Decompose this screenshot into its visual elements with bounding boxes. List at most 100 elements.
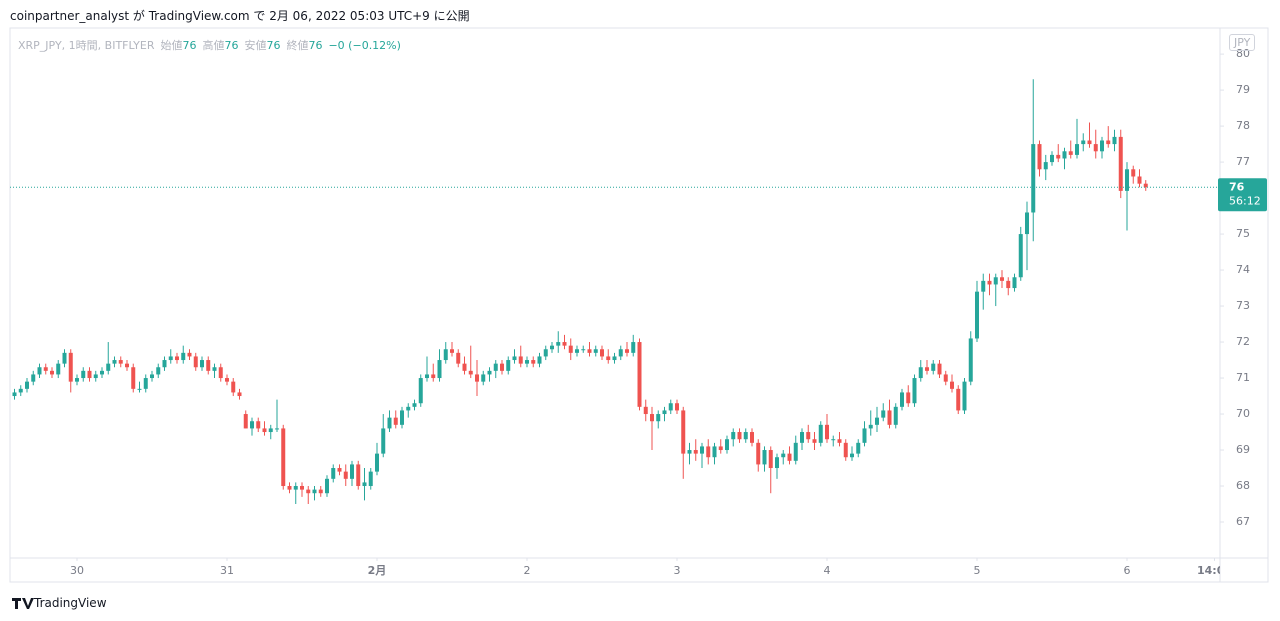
axes: 676869707172737475767778798030312月234561… [70, 47, 1267, 577]
candle-body [431, 374, 436, 379]
candle-body [275, 428, 279, 430]
candle-body [312, 489, 317, 494]
candle-body [556, 342, 561, 346]
candle-body [693, 450, 698, 454]
candle-body [293, 486, 298, 490]
candle-body [493, 363, 498, 371]
candle-body [1137, 176, 1142, 184]
candle-body [456, 352, 461, 364]
candle-body [93, 374, 98, 379]
candle-body [1106, 140, 1111, 145]
candle-body [281, 428, 286, 487]
candle-body [887, 410, 892, 425]
candle-body [243, 414, 248, 429]
candle-body [681, 410, 686, 454]
candle-body [925, 367, 929, 371]
candle-body [1118, 136, 1123, 191]
candle-body [50, 370, 54, 375]
candle-body [1012, 277, 1017, 289]
candle-body [731, 432, 736, 440]
candle-body [818, 424, 823, 443]
candle-body [112, 360, 117, 364]
candle-body [412, 403, 417, 407]
candle-body [343, 471, 348, 479]
candle-body [450, 349, 454, 353]
y-tick-label: 67 [1236, 515, 1250, 528]
candle-body [531, 360, 536, 364]
candle-body [393, 417, 398, 425]
candle-body [893, 406, 898, 425]
candle-body [168, 356, 173, 361]
candle-body [150, 374, 154, 379]
candle-body [1112, 136, 1117, 145]
candle-body [900, 392, 904, 407]
candle-body [425, 374, 429, 379]
candle-body [318, 489, 323, 494]
legend-change: −0 (−0.12%) [328, 39, 401, 52]
candle-body [781, 453, 786, 458]
candle-body [12, 392, 17, 397]
candle-body [175, 356, 179, 361]
y-tick-label: 78 [1236, 119, 1250, 132]
candle-body [831, 439, 836, 441]
candle-body [956, 388, 961, 411]
candle-body [518, 356, 523, 364]
candle-body [743, 432, 748, 440]
brand: TradingView [34, 596, 107, 610]
candle-body [143, 378, 148, 389]
candle-body [562, 342, 567, 346]
candle-body [662, 410, 667, 415]
candle-body [612, 356, 617, 361]
candle-body [206, 360, 211, 371]
candle-body [225, 378, 229, 382]
candle-body [300, 486, 304, 490]
candle-body [687, 450, 692, 454]
candle-body [131, 367, 136, 389]
candle-body [462, 363, 467, 371]
candle-body [881, 410, 886, 418]
publish-info: coinpartner_analyst が TradingView.com で … [10, 9, 470, 23]
candle-body [1075, 144, 1079, 155]
candle-body [237, 392, 242, 397]
candle-body [618, 349, 623, 357]
legend-value: 76 [224, 39, 239, 52]
candle-body [487, 370, 492, 375]
candle-body [1143, 183, 1148, 188]
candle-body [1056, 154, 1061, 159]
candle-body [975, 291, 979, 339]
y-tick-label: 79 [1236, 83, 1250, 96]
candle-body [1025, 212, 1029, 235]
candle-body [537, 356, 542, 364]
x-tick-label: 30 [70, 564, 84, 577]
currency-button[interactable]: JPY [1229, 34, 1256, 51]
candle-body [600, 349, 604, 357]
candle-body [868, 424, 873, 429]
candle-body [87, 370, 92, 379]
candle-body [181, 352, 186, 361]
candle-body [825, 424, 829, 440]
candle-body [100, 370, 104, 375]
candle-body [81, 370, 86, 379]
x-tick-label: 31 [220, 564, 234, 577]
candle-body [1068, 151, 1073, 155]
y-tick-label: 75 [1236, 227, 1250, 240]
candle-body [331, 468, 336, 479]
candle-body [231, 381, 236, 393]
candle-body [1000, 277, 1004, 281]
candle-body [587, 349, 592, 353]
candle-body [1050, 154, 1054, 163]
plot-area [10, 79, 1220, 505]
last-price-box [1218, 178, 1267, 212]
candle-body [325, 478, 329, 494]
candle-body [643, 406, 648, 415]
candle-body [475, 374, 479, 382]
candle-body [1125, 169, 1129, 191]
candle-body [725, 439, 729, 451]
candle-body [381, 428, 386, 454]
y-tick-label: 68 [1236, 479, 1250, 492]
candle-body [162, 360, 167, 368]
candle-body [306, 489, 311, 494]
y-tick-label: 72 [1236, 335, 1250, 348]
candle-body [106, 363, 111, 371]
candle-body [387, 417, 392, 429]
